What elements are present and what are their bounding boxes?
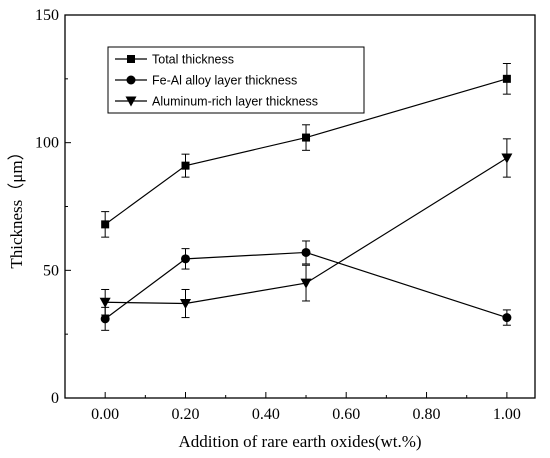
legend-box [107, 46, 365, 114]
x-axis-ticks: 0.00 0.20 0.40 0.60 0.80 1.00 [91, 392, 521, 423]
y-tick-label: 0 [51, 390, 59, 407]
x-tick-label: 0.60 [332, 406, 360, 423]
data-point [99, 297, 111, 308]
x-tick-label: 0.40 [252, 406, 280, 423]
data-point [302, 133, 311, 142]
legend-marker [126, 75, 136, 85]
y-tick-label: 50 [43, 262, 59, 279]
data-point [301, 247, 311, 257]
x-tick-label: 0.80 [413, 406, 441, 423]
legend-label: Total thickness [152, 53, 234, 67]
data-point [100, 314, 110, 324]
x-tick-label: 1.00 [493, 406, 521, 423]
y-tick-label: 100 [35, 135, 59, 152]
data-point [502, 313, 512, 323]
series-line [104, 78, 508, 225]
x-tick-label: 0.20 [172, 406, 200, 423]
data-point [181, 254, 191, 264]
y-tick-label: 150 [35, 7, 59, 24]
data-point [300, 278, 312, 289]
x-axis-title: Addition of rare earth oxides(wt.%) [178, 432, 421, 451]
legend-marker [125, 96, 137, 107]
legend: Total thickness Fe-Al alloy layer thickne… [107, 46, 365, 114]
legend-label: Fe-Al alloy layer thickness [152, 74, 297, 88]
y-axis-title: Thickness（μm） [7, 143, 26, 268]
y-axis-ticks: 0 50 100 150 [35, 7, 71, 407]
legend-label: Aluminum-rich layer thickness [152, 95, 318, 109]
legend-items: Total thickness Fe-Al alloy layer thickne… [115, 53, 318, 109]
data-series [99, 63, 513, 331]
x-tick-label: 0.00 [91, 406, 119, 423]
series-square [101, 63, 511, 238]
data-point [501, 153, 513, 164]
series-circle [100, 240, 512, 331]
data-point [180, 299, 192, 310]
series-line [105, 157, 508, 305]
legend-marker [127, 55, 135, 63]
data-point [181, 161, 190, 170]
series-triangle-down [99, 138, 513, 319]
data-point [101, 220, 110, 229]
series-line [104, 251, 508, 320]
data-point [502, 74, 511, 83]
